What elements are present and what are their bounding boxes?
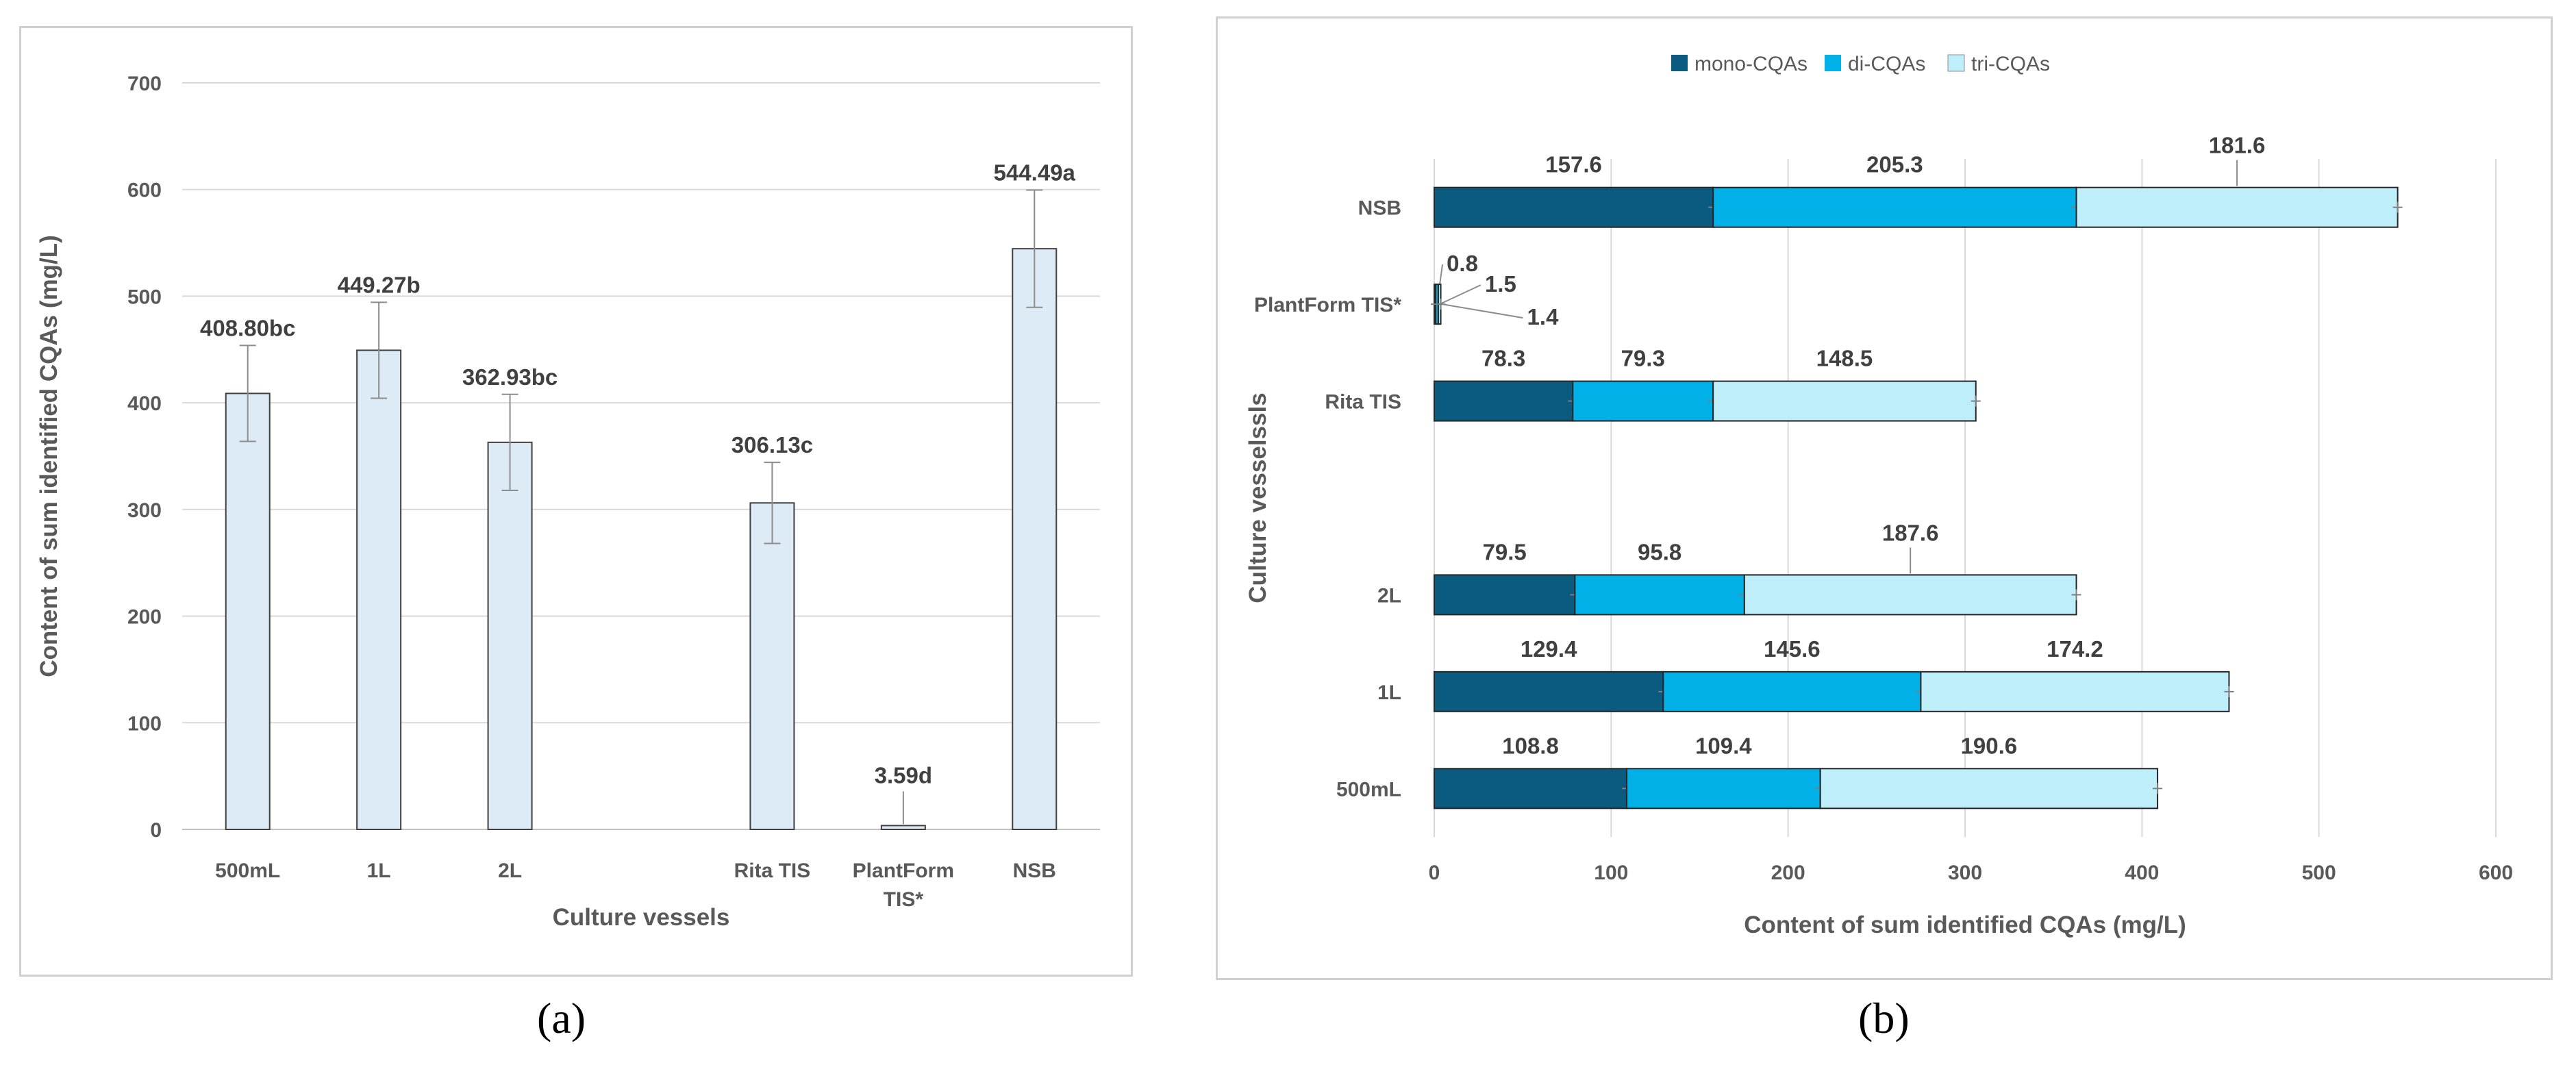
bar: [225, 392, 271, 830]
data-label: 205.3: [1866, 152, 1923, 177]
y-tick-label: 1L: [1377, 681, 1401, 704]
legend-swatch-mono-CQAs: [1671, 55, 1688, 71]
x-tick-label: 500: [2302, 862, 2336, 884]
data-label: 1.4: [1527, 304, 1560, 329]
y-tick-label: 300: [127, 499, 162, 522]
bar-segment-tri-CQAs: [1712, 380, 1977, 422]
bar-segment-mono-CQAs: [1434, 768, 1628, 810]
bar-segment-di-CQAs: [1712, 186, 2077, 228]
x-tick-label: 300: [1948, 862, 1982, 884]
data-label: 145.6: [1764, 636, 1821, 662]
x-tick-label: PlantForm: [853, 860, 954, 882]
bar-segment-mono-CQAs: [1434, 186, 1714, 228]
bar: [1012, 248, 1058, 830]
y-tick-label: PlantForm TIS*: [1254, 294, 1401, 316]
x-axis-title: Content of sum identified CQAs (mg/L): [1744, 912, 2186, 938]
bar-segment-mono-CQAs: [1434, 380, 1574, 422]
y-tick-label: 100: [127, 712, 162, 735]
chart-panel-a: 0 100 200 300 400 500 600 700 408.80bc 500mL 449.2…: [19, 26, 1133, 977]
x-tick-label: 2L: [498, 860, 522, 882]
y-tick-label: 500mL: [1336, 778, 1401, 801]
bar-chart-a: 0 100 200 300 400 500 600 700 408.80bc 500mL 449.2…: [36, 73, 1100, 931]
x-tick-label: TIS*: [884, 888, 924, 911]
data-label: 129.4: [1521, 636, 1577, 662]
bar: [356, 349, 402, 830]
y-tick-label: 0: [150, 819, 162, 842]
y-axis-title: Content of sum identified CQAs (mg/L): [36, 235, 62, 677]
data-label: 544.49a: [994, 160, 1076, 186]
x-tick-label: 200: [1771, 862, 1805, 884]
y-axis-title: Culture vesselssls: [1245, 392, 1271, 603]
x-tick-label: 100: [1594, 862, 1628, 884]
data-label: 79.5: [1483, 539, 1527, 564]
bar-segment-di-CQAs: [1574, 574, 1745, 616]
bar-segment-tri-CQAs: [1920, 671, 2230, 712]
y-tick-label: 700: [127, 73, 162, 95]
y-tick-label: NSB: [1358, 197, 1401, 220]
bar: [880, 825, 926, 831]
data-label: 108.8: [1502, 733, 1559, 758]
data-label: 0.8: [1447, 251, 1478, 276]
bar: [749, 502, 795, 830]
bar-segment-tri-CQAs: [1819, 768, 2159, 810]
bar-segment-tri-CQAs: [2075, 186, 2399, 228]
x-axis-title: Culture vessels: [553, 904, 730, 931]
data-label: 187.6: [1882, 520, 1939, 545]
x-tick-label: 600: [2479, 862, 2513, 884]
x-tick-label: 500mL: [215, 860, 280, 882]
data-label: 79.3: [1621, 346, 1665, 371]
data-label: 95.8: [1638, 539, 1681, 564]
y-tick-label: 500: [127, 286, 162, 308]
legend-label: tri-CQAs: [1971, 53, 2050, 75]
legend-label: mono-CQAs: [1695, 53, 1808, 75]
y-tick-label: 200: [127, 606, 162, 629]
y-tick-label: 600: [127, 179, 162, 202]
data-label: 3.59d: [875, 762, 932, 788]
x-tick-label: NSB: [1013, 860, 1056, 882]
x-tick-label: 400: [2125, 862, 2159, 884]
data-label: 1.5: [1485, 271, 1516, 297]
x-tick-label: Rita TIS: [734, 860, 811, 882]
stacked-bar-chart-b: 0 100 200 300 400 500 600 500mL 108.8 109.4 190.6 1…: [1245, 53, 2513, 938]
y-tick-label: Rita TIS: [1325, 391, 1401, 414]
bar: [487, 441, 533, 830]
bar-segment-mono-CQAs: [1434, 574, 1576, 616]
data-label: 157.6: [1545, 152, 1602, 177]
bar-segment-di-CQAs: [1572, 380, 1714, 422]
bar-segment-di-CQAs: [1662, 671, 1922, 712]
data-label: 362.93bc: [462, 364, 558, 390]
data-label: 449.27b: [338, 272, 421, 297]
data-label: 78.3: [1481, 346, 1525, 371]
bar-segment-mono-CQAs: [1434, 671, 1664, 712]
chart-panel-b: 0 100 200 300 400 500 600 500mL 108.8 109.4 190.6 1…: [1216, 16, 2553, 980]
bar-segment-tri-CQAs: [1743, 574, 2077, 616]
data-label: 190.6: [1961, 733, 2018, 758]
data-label: 148.5: [1816, 346, 1873, 371]
legend-label: di-CQAs: [1848, 53, 1925, 75]
y-tick-label: 2L: [1377, 584, 1401, 607]
x-tick-label: 0: [1429, 862, 1440, 884]
figure-label-a: (a): [537, 994, 586, 1042]
legend-swatch-tri-CQAs: [1947, 54, 1965, 72]
legend-swatch-di-CQAs: [1825, 55, 1841, 71]
y-tick-label: 400: [127, 392, 162, 415]
figure-label-b: (b): [1858, 994, 1910, 1042]
data-label-leader: [1442, 303, 1523, 319]
data-label: 174.2: [2047, 636, 2103, 662]
data-label: 306.13c: [731, 432, 813, 458]
data-label: 109.4: [1695, 733, 1752, 758]
data-label: 408.80bc: [200, 315, 295, 340]
data-label: 181.6: [2209, 133, 2266, 158]
bar-segment-di-CQAs: [1626, 768, 1821, 810]
data-label-leader: [1439, 284, 1481, 305]
x-tick-label: 1L: [367, 860, 391, 882]
